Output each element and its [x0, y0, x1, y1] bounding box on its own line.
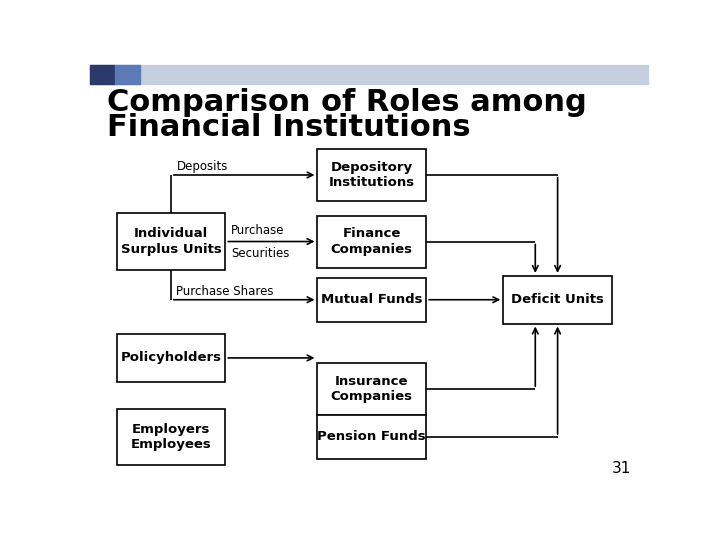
Text: Deficit Units: Deficit Units — [511, 293, 604, 306]
Text: Deposits: Deposits — [176, 160, 228, 173]
Bar — [115, 65, 140, 84]
FancyBboxPatch shape — [117, 409, 225, 465]
Text: Securities: Securities — [231, 246, 289, 260]
FancyBboxPatch shape — [318, 363, 426, 415]
Text: Purchase Shares: Purchase Shares — [176, 285, 274, 298]
FancyBboxPatch shape — [318, 415, 426, 459]
Bar — [90, 65, 115, 84]
Text: Pension Funds: Pension Funds — [318, 430, 426, 443]
FancyBboxPatch shape — [117, 213, 225, 269]
Text: Finance
Companies: Finance Companies — [330, 227, 413, 256]
Text: Insurance
Companies: Insurance Companies — [330, 375, 413, 403]
FancyBboxPatch shape — [318, 149, 426, 201]
FancyBboxPatch shape — [318, 278, 426, 321]
Text: Comparison of Roles among: Comparison of Roles among — [107, 87, 587, 117]
Text: Mutual Funds: Mutual Funds — [321, 293, 423, 306]
Text: Purchase: Purchase — [231, 224, 284, 237]
Text: Depository
Institutions: Depository Institutions — [329, 161, 415, 189]
Text: Financial Institutions: Financial Institutions — [107, 113, 470, 141]
Text: Employers
Employees: Employers Employees — [130, 423, 211, 451]
FancyBboxPatch shape — [318, 215, 426, 267]
FancyBboxPatch shape — [117, 334, 225, 382]
Text: Individual
Surplus Units: Individual Surplus Units — [120, 227, 221, 256]
Bar — [90, 65, 648, 84]
Text: 31: 31 — [612, 462, 631, 476]
FancyBboxPatch shape — [503, 276, 612, 323]
Text: Policyholders: Policyholders — [120, 352, 222, 365]
